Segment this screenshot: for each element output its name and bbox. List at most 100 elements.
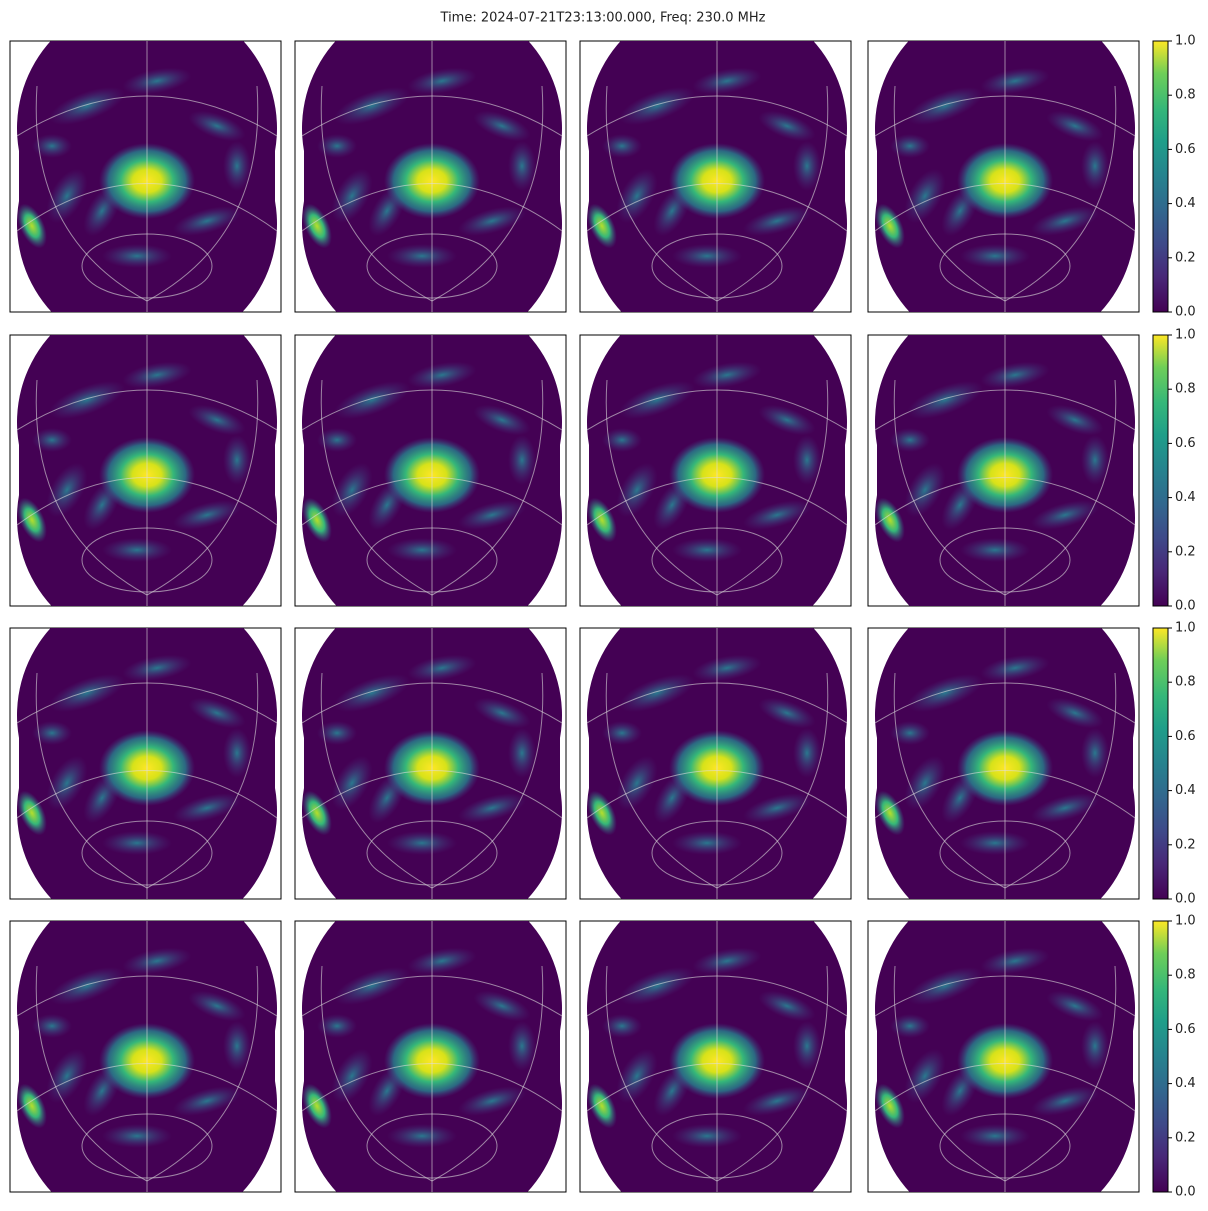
colorbar-tick-label: 0.2 <box>1175 837 1196 852</box>
graticule <box>366 527 498 593</box>
graticule <box>651 233 783 299</box>
graticule <box>302 1063 562 1112</box>
graticule <box>1004 379 1117 596</box>
graticule <box>16 183 278 232</box>
graticule <box>431 379 544 596</box>
graticule <box>651 527 783 593</box>
sidelobe <box>49 967 125 1005</box>
sidelobe <box>692 67 762 95</box>
graticule <box>939 527 1071 593</box>
graticule <box>302 477 562 526</box>
sidelobe <box>334 967 410 1005</box>
graticule <box>302 389 562 431</box>
sidelobe <box>672 831 742 855</box>
sky-image <box>302 41 562 312</box>
sidelobe <box>317 721 357 745</box>
graticule <box>302 95 562 137</box>
sidelobe <box>407 654 477 682</box>
sky-image <box>875 921 1136 1192</box>
sidelobe <box>32 134 72 158</box>
graticule <box>431 85 544 302</box>
sidelobe <box>619 381 695 419</box>
graticule <box>431 672 544 889</box>
sidelobe <box>1081 1021 1109 1071</box>
graticule <box>716 85 829 302</box>
sidelobe <box>602 1014 642 1038</box>
colorbar-tick-label: 1.0 <box>1175 34 1196 49</box>
graticule <box>651 1113 783 1179</box>
graticule <box>146 85 259 302</box>
sidelobe <box>317 134 357 158</box>
sidelobe <box>1046 110 1104 142</box>
graticule <box>875 95 1136 137</box>
sidelobe <box>758 110 816 142</box>
colorbar-tick-label: 0.0 <box>1175 892 1196 907</box>
graticule <box>1004 672 1117 889</box>
colorbar-tick-label: 0.6 <box>1175 1022 1196 1037</box>
sidelobe <box>407 361 477 389</box>
sidelobe <box>758 404 816 436</box>
graticule <box>586 1063 847 1112</box>
sidelobe <box>334 381 410 419</box>
colorbar-tick-label: 1.0 <box>1175 914 1196 929</box>
colorbar-tick-label: 0.4 <box>1175 1076 1196 1091</box>
colorbar-tick-label: 0.6 <box>1175 142 1196 157</box>
sidelobe <box>407 947 477 975</box>
sidelobe <box>980 947 1050 975</box>
graticule <box>875 389 1136 431</box>
sidelobe <box>334 674 410 712</box>
sidelobe <box>907 674 983 712</box>
graticule <box>431 965 544 1182</box>
sidelobe <box>793 435 821 485</box>
sidelobe <box>508 1021 536 1071</box>
sidelobe <box>602 428 642 452</box>
graticule <box>35 672 148 889</box>
sidelobe <box>32 721 72 745</box>
graticule <box>146 379 259 596</box>
sidelobe <box>32 428 72 452</box>
sky-image <box>875 41 1136 312</box>
sidelobe <box>907 87 983 125</box>
sidelobe <box>458 206 526 236</box>
sidelobe <box>672 538 742 562</box>
sidelobe <box>49 381 125 419</box>
graticule <box>939 1113 1071 1179</box>
edge-source <box>302 203 332 249</box>
sidelobe <box>1031 500 1099 530</box>
sidelobe <box>49 87 125 125</box>
graticule <box>893 85 1006 302</box>
edge-source <box>587 203 617 249</box>
graticule <box>586 389 847 431</box>
colorbar-tick-label: 0.8 <box>1175 968 1196 983</box>
sidelobe <box>980 361 1050 389</box>
colorbar-tick-label: 0.2 <box>1175 250 1196 265</box>
sidelobe <box>1081 728 1109 778</box>
sidelobe <box>188 110 246 142</box>
edge-source <box>587 790 617 836</box>
sidelobe <box>1081 141 1109 191</box>
graticule <box>605 379 718 596</box>
graticule <box>16 389 277 431</box>
sidelobe <box>602 134 642 158</box>
graticule <box>81 1113 213 1179</box>
colorbar-tick-label: 0.4 <box>1175 783 1196 798</box>
sky-image <box>302 921 562 1192</box>
graticule <box>35 379 148 596</box>
graticule <box>16 1063 278 1112</box>
sidelobe <box>473 697 531 729</box>
sky-image <box>16 921 278 1192</box>
graticule <box>16 477 277 526</box>
graticule <box>16 682 277 724</box>
graticule <box>716 672 829 889</box>
colorbar-tick-label: 0.4 <box>1175 196 1196 211</box>
sidelobe <box>49 674 125 712</box>
colorbar-tick-label: 0.2 <box>1175 544 1196 559</box>
graticule <box>875 682 1136 724</box>
edge-source <box>875 497 905 543</box>
colorbar-tick-label: 0.0 <box>1175 1185 1196 1200</box>
sky-image <box>302 335 562 606</box>
sidelobe <box>188 697 246 729</box>
edge-source <box>587 1083 617 1129</box>
sidelobe <box>458 500 526 530</box>
sidelobe <box>1031 793 1099 823</box>
